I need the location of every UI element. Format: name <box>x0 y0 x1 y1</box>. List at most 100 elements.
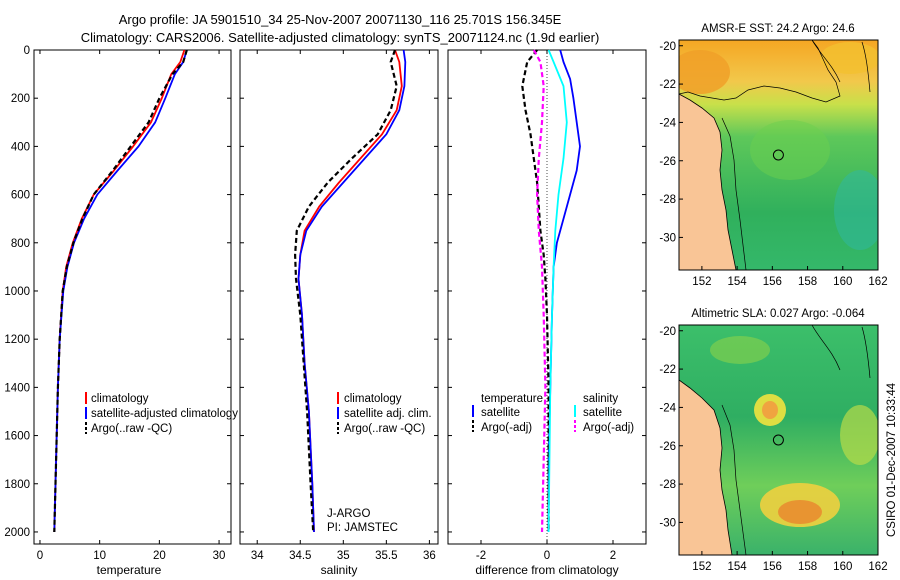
salinity-profile-panel: 34 34.5 35 35.5 36 salinity climatology sate… <box>239 49 439 577</box>
y-tick-label: 1600 <box>4 431 30 443</box>
y-tick-label: 400 <box>11 141 30 153</box>
salinity-legend: climatology satellite adj. clim. Argo(..… <box>337 392 432 435</box>
difference-x-label: difference from climatology <box>475 563 618 577</box>
y-tick-label: 600 <box>11 190 30 202</box>
legend-header-salinity: salinity <box>583 393 618 405</box>
temperature-x-label: temperature <box>97 563 162 577</box>
series-line-argo-raw-qc <box>53 49 188 533</box>
sst-island-contour <box>861 41 871 93</box>
x-tick-label: 20 <box>153 550 166 562</box>
salinity-series <box>294 49 407 533</box>
legend-label-argo: Argo(..raw -QC) <box>91 423 172 435</box>
legend-label-salinity-satellite: satellite <box>583 407 622 419</box>
sst-land <box>679 93 737 270</box>
x-tick-label: 35 <box>337 550 350 562</box>
program-label: J-ARGO <box>327 508 371 520</box>
sst-warm-patch <box>679 50 730 94</box>
map-x-tick-label: 154 <box>728 561 748 573</box>
figure-title-line-2: Climatology: CARS2006. Satellite-adjuste… <box>81 30 600 45</box>
difference-profile-panel: -2 0 2 difference from climatology tempera… <box>447 49 647 577</box>
difference-series <box>521 49 581 533</box>
sla-y-ticks: -20 -22 -24 -26 -28 -30 <box>659 326 683 529</box>
sst-mid-patch <box>750 120 830 180</box>
y-tick-label: 1400 <box>4 382 30 394</box>
map-y-tick-label: -22 <box>659 364 676 376</box>
legend-label-climatology: climatology <box>91 393 149 405</box>
temperature-series <box>53 49 188 533</box>
sst-coast-contour <box>721 117 747 270</box>
figure-title-line-1: Argo profile: JA 5901510_34 25-Nov-2007 … <box>119 12 562 27</box>
sla-peak-patch <box>778 500 822 524</box>
y-tick-label: 200 <box>11 93 30 105</box>
map-x-tick-label: 158 <box>798 276 817 288</box>
temperature-x-ticks: 0 10 20 30 <box>37 50 226 562</box>
argo-location-marker <box>772 149 784 161</box>
sla-peak-patch <box>762 401 778 419</box>
sla-land <box>679 379 733 555</box>
map-y-tick-label: -28 <box>659 194 676 206</box>
map-y-tick-label: -20 <box>659 41 676 53</box>
argo-location-marker <box>772 434 784 446</box>
map-y-tick-label: -26 <box>659 156 676 168</box>
x-tick-label: -2 <box>476 550 486 562</box>
sst-map-title: AMSR-E SST: 24.2 Argo: 24.6 <box>701 23 854 35</box>
x-tick-label: 36 <box>423 550 436 562</box>
x-tick-label: 0 <box>37 550 43 562</box>
x-tick-label: 30 <box>213 550 226 562</box>
y-tick-label: 2000 <box>4 527 30 539</box>
creation-stamp: CSIRO 01-Dec-2007 10:33:44 <box>886 382 898 537</box>
series-line-salinity-satellite <box>547 49 568 533</box>
x-tick-label: 34.5 <box>289 550 311 562</box>
map-x-tick-label: 158 <box>798 561 817 573</box>
temperature-profile-panel: 0 200 400 600 800 1000 1200 1400 1600 1800 2000 0 1… <box>4 45 238 577</box>
sla-island-contour <box>861 326 871 379</box>
x-tick-label: 2 <box>610 550 616 562</box>
salinity-y-ticks <box>240 49 438 533</box>
sst-map-panel: AMSR-E SST: 24.2 Argo: 24.6 152 154 156 158… <box>659 23 887 288</box>
legend-label-satellite-adj: satellite adj. clim. <box>344 408 432 420</box>
legend-label-temperature-satellite: satellite <box>481 407 520 419</box>
map-x-tick-label: 162 <box>868 561 887 573</box>
sst-map-frame <box>678 39 879 271</box>
y-tick-label: 800 <box>11 238 30 250</box>
map-x-tick-label: 152 <box>692 561 711 573</box>
sla-map-title: Altimetric SLA: 0.027 Argo: -0.064 <box>691 308 865 320</box>
legend-label-climatology: climatology <box>344 393 402 405</box>
map-y-tick-label: -30 <box>659 517 676 529</box>
map-x-tick-label: 156 <box>763 276 782 288</box>
map-y-tick-label: -28 <box>659 479 676 491</box>
map-x-tick-label: 156 <box>763 561 782 573</box>
temperature-plot-frame <box>33 49 232 545</box>
legend-label-satellite-adjusted: satellite-adjusted climatology <box>91 408 238 420</box>
difference-y-ticks <box>448 49 646 533</box>
sst-y-ticks: -20 -22 -24 -26 -28 -30 <box>659 41 683 244</box>
sst-cool-patch <box>834 170 878 250</box>
series-line-temperature-argo-adj <box>521 49 550 532</box>
difference-legend: temperature satellite Argo(-adj) salinit… <box>472 393 634 434</box>
pi-label: PI: JAMSTEC <box>327 522 398 534</box>
map-y-tick-label: -24 <box>659 117 676 129</box>
temperature-y-ticks: 0 200 400 600 800 1000 1200 1400 1600 1800 2000 <box>4 45 231 539</box>
sla-map-frame <box>678 324 879 556</box>
sla-reef-contour <box>811 325 841 371</box>
legend-label-argo: Argo(..raw -QC) <box>344 423 425 435</box>
series-line-satellite-adj-clim <box>297 49 407 533</box>
series-line-argo-raw-qc <box>294 49 398 533</box>
salinity-x-ticks: 34 34.5 35 35.5 36 <box>251 50 436 562</box>
map-y-tick-label: -26 <box>659 441 676 453</box>
x-tick-label: 0 <box>544 550 550 562</box>
map-x-tick-label: 162 <box>868 276 887 288</box>
y-tick-label: 0 <box>24 45 30 57</box>
map-y-tick-label: -22 <box>659 79 676 91</box>
sst-shelf-contour <box>679 40 841 103</box>
map-x-tick-label: 160 <box>833 276 852 288</box>
map-y-tick-label: -20 <box>659 326 676 338</box>
legend-label-salinity-argo: Argo(-adj) <box>583 422 634 434</box>
temperature-legend: climatology satellite-adjusted climatolo… <box>85 392 238 435</box>
map-x-tick-label: 160 <box>833 561 852 573</box>
map-x-tick-label: 152 <box>692 276 711 288</box>
legend-header-temperature: temperature <box>481 393 543 405</box>
legend-label-temperature-argo: Argo(-adj) <box>481 422 532 434</box>
sst-reef-contour <box>811 40 841 83</box>
sla-mid-patch <box>710 336 770 364</box>
